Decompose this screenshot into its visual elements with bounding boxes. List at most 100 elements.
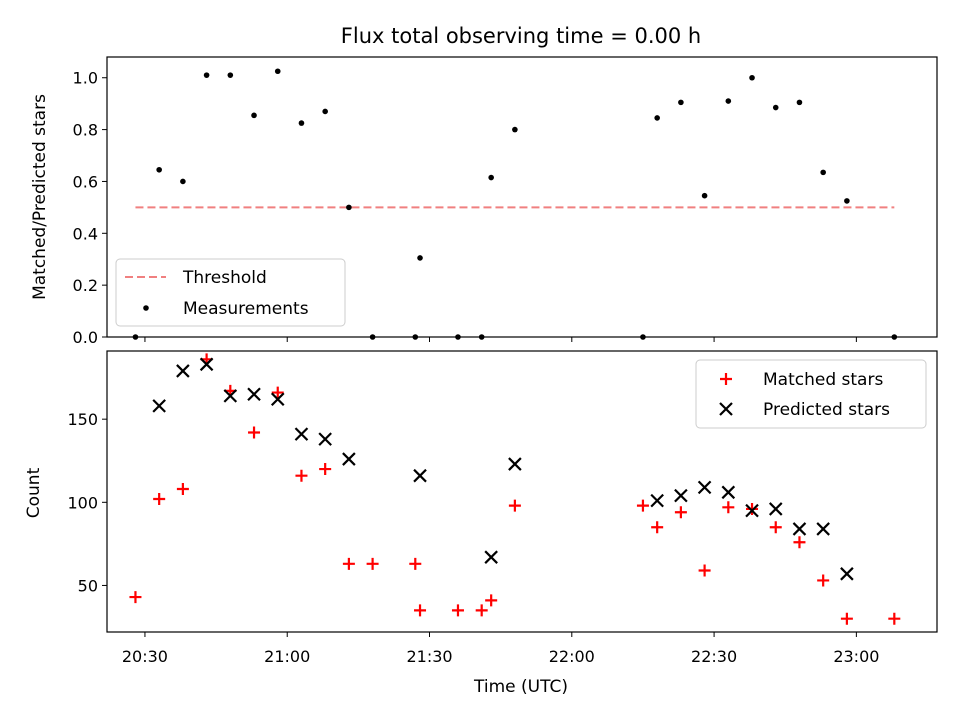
legend: Threshold Measurements <box>115 258 346 327</box>
matched-stars-point <box>295 469 308 482</box>
predicted-stars-point <box>816 522 830 536</box>
measurement-point <box>251 112 257 119</box>
measurement-point <box>891 334 898 340</box>
predicted-stars-point <box>721 485 736 500</box>
matched-stars-point <box>342 557 355 570</box>
measurement-point <box>298 120 305 126</box>
predicted-stars-point <box>745 503 759 518</box>
x-axis-label: Time (UTC) <box>473 677 568 697</box>
predicted-stars-point <box>697 480 712 495</box>
matched-stars-point <box>451 604 464 617</box>
measurement-point <box>725 98 732 104</box>
y-tick-label: 0.6 <box>73 172 98 191</box>
predicted-stars-point <box>840 567 854 581</box>
matched-stars-point <box>271 386 284 399</box>
matched-stars-point <box>746 502 759 515</box>
matched-stars-point <box>840 612 853 625</box>
matched-stars-point <box>508 499 521 512</box>
x-tick-label: 21:00 <box>264 647 310 666</box>
y-tick-label: 100 <box>67 493 98 512</box>
matched-stars-point <box>722 501 735 514</box>
matched-stars-point <box>409 557 422 570</box>
matched-stars-point <box>793 536 806 549</box>
x-tick-label: 23:00 <box>833 647 879 666</box>
y-tick-label: 1.0 <box>73 69 98 88</box>
legend: Matched stars Predicted stars <box>695 359 927 429</box>
legend-threshold-label: Threshold <box>182 268 267 288</box>
legend-matched-label: Matched stars <box>763 370 883 390</box>
measurement-point <box>654 115 660 121</box>
matched-stars-point <box>698 564 711 577</box>
measurement-point <box>274 68 281 75</box>
matched-stars-point <box>485 594 498 607</box>
predicted-stars-point <box>792 522 807 536</box>
measurement-point <box>512 126 518 133</box>
measurement-point <box>488 174 494 181</box>
measurement-point <box>156 166 162 173</box>
measurement-point <box>203 72 210 78</box>
predicted-stars-point <box>674 488 688 503</box>
measurement-point <box>417 255 423 261</box>
legend-predicted-swatch <box>719 402 733 416</box>
measurement-point <box>796 99 803 106</box>
matched-stars-point <box>248 426 261 439</box>
y-axis-label-ratio: Matched/Predicted stars <box>30 94 50 300</box>
measurement-point <box>478 334 485 340</box>
predicted-stars-point <box>176 364 190 378</box>
measurement-point <box>844 198 850 204</box>
predicted-stars-point <box>508 457 522 471</box>
predicted-stars-point <box>484 550 498 564</box>
predicted-stars-point <box>223 389 238 403</box>
matched-stars-point <box>674 506 687 519</box>
legend-predicted-label: Predicted stars <box>763 400 890 420</box>
predicted-stars-point <box>768 502 783 516</box>
predicted-stars-point <box>413 468 427 483</box>
predicted-stars-point <box>247 387 261 402</box>
x-tick-label: 22:30 <box>691 647 737 666</box>
y-tick-label: 50 <box>78 576 98 595</box>
matched-stars-point <box>888 612 901 625</box>
y-tick-label: 0.2 <box>73 276 98 295</box>
ratio-panel: 0.0 0.2 0.4 0.6 0.8 1.0 Threshold Measurements <box>73 56 938 347</box>
matched-stars-point <box>769 521 782 534</box>
predicted-stars-point <box>294 427 309 441</box>
measurement-point <box>412 334 419 340</box>
matched-stars-point <box>153 492 166 505</box>
predicted-stars-point <box>342 452 356 466</box>
measurement-point <box>701 192 708 199</box>
predicted-stars-point <box>152 399 166 413</box>
measurement-point <box>369 334 376 340</box>
legend-frame <box>695 359 927 429</box>
matched-stars-point <box>475 604 488 617</box>
x-tick-label: 22:00 <box>549 647 595 666</box>
measurement-point <box>640 334 646 340</box>
matched-stars-point <box>636 499 649 512</box>
chart-title: Flux total observing time = 0.00 h <box>341 24 701 48</box>
legend-frame <box>115 258 346 327</box>
legend-measurements-label: Measurements <box>183 299 309 319</box>
predicted-stars-point <box>650 493 664 508</box>
y-axis-label-count: Count <box>24 467 44 518</box>
x-tick-label: 20:30 <box>122 647 168 666</box>
measurement-point <box>322 108 328 115</box>
matched-stars-point <box>129 591 142 604</box>
measurement-point <box>820 169 826 176</box>
matched-stars-point <box>319 463 332 476</box>
legend-matched-swatch <box>720 373 732 385</box>
measurement-point <box>346 204 352 211</box>
measurement-point <box>772 104 779 111</box>
x-tick-label: 21:30 <box>406 647 452 666</box>
measurement-point <box>227 72 234 78</box>
matched-stars-point <box>414 604 427 617</box>
measurement-point <box>678 99 684 106</box>
legend-measurements-swatch <box>143 305 149 311</box>
y-tick-label: 0.0 <box>73 328 98 347</box>
predicted-stars-point <box>270 392 285 406</box>
y-tick-label: 150 <box>67 410 98 429</box>
measurement-point <box>455 334 461 340</box>
y-tick-label: 0.8 <box>73 121 98 140</box>
predicted-stars-point <box>318 432 332 446</box>
predicted-stars-point <box>199 357 214 372</box>
measurement-point <box>132 334 139 340</box>
